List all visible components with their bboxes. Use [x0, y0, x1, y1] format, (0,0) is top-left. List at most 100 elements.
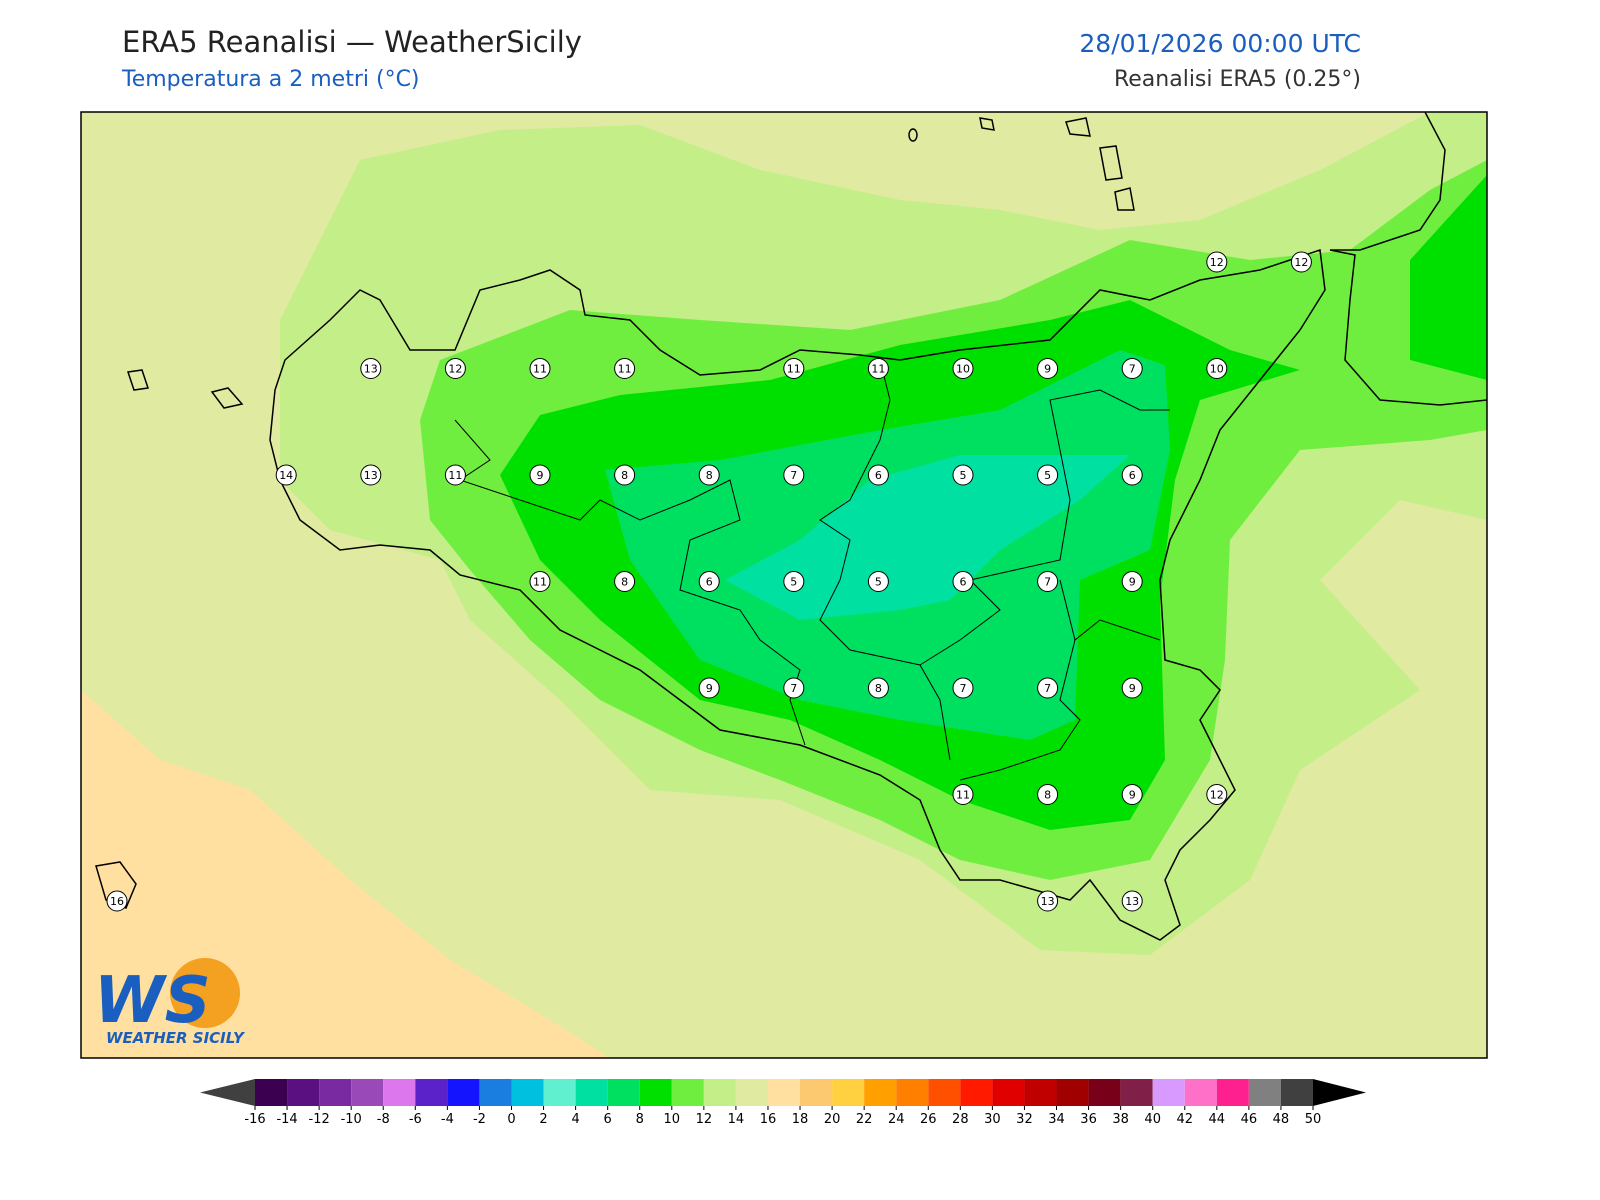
- station-value: 13: [364, 363, 378, 376]
- colorbar-tick-label: 14: [728, 1112, 745, 1127]
- station-value: 9: [706, 682, 713, 695]
- station-marker: [867, 571, 889, 592]
- station-marker: [783, 677, 805, 699]
- station-value: 5: [875, 576, 882, 589]
- colorbar-box: [479, 1079, 512, 1106]
- colorbar-box: [255, 1079, 288, 1106]
- station-value: 12: [448, 363, 462, 376]
- coastline: [95, 112, 1487, 941]
- station-value: 8: [621, 469, 628, 482]
- station-value: 13: [364, 469, 378, 482]
- colorbar-box: [415, 1079, 448, 1106]
- colorbar-tick-label: 38: [1112, 1112, 1129, 1127]
- colorbar-tick-label: 10: [664, 1112, 681, 1127]
- colorbar-tick-label: 26: [920, 1112, 937, 1127]
- station-marker: [867, 464, 889, 486]
- colorbar-box: [1152, 1079, 1185, 1106]
- colorbar-tick-label: 44: [1209, 1112, 1226, 1127]
- colorbar-over: [1313, 1079, 1366, 1106]
- colorbar-box: [767, 1079, 801, 1106]
- colorbar-under: [200, 1079, 255, 1106]
- colorbar-box: [575, 1079, 608, 1106]
- station-marker: [783, 571, 805, 592]
- station-marker: [1121, 784, 1143, 805]
- station-value: 14: [279, 469, 293, 482]
- station-value: 7: [960, 682, 967, 695]
- colorbar-tick-label: 40: [1144, 1112, 1161, 1127]
- station-marker: [698, 464, 720, 486]
- colorbar-tick-label: 4: [571, 1112, 579, 1127]
- station-marker: [444, 358, 466, 379]
- colorbar-tick-label: 28: [952, 1112, 969, 1127]
- colorbar-box: [543, 1079, 576, 1106]
- station-value: 7: [790, 469, 797, 482]
- colorbar-tick-label: -16: [244, 1112, 265, 1127]
- station-value: 8: [1044, 789, 1051, 802]
- colorbar-tick-label: -12: [309, 1112, 330, 1127]
- station-marker: [1037, 358, 1059, 379]
- station-value: 12: [1210, 256, 1224, 269]
- colorbar-tick-label: -6: [409, 1112, 422, 1127]
- station-value: 13: [1125, 895, 1139, 908]
- station-value: 8: [706, 469, 713, 482]
- station-value: 6: [706, 576, 713, 589]
- station-marker: [614, 464, 636, 486]
- station-value: 10: [956, 363, 970, 376]
- station-value: 5: [790, 576, 797, 589]
- colorbar-box: [928, 1079, 961, 1106]
- colorbar-box: [735, 1079, 768, 1106]
- station-value: 6: [960, 576, 967, 589]
- contour: [1410, 175, 1487, 380]
- station-value: 8: [875, 682, 882, 695]
- colorbar-tick-label: 24: [888, 1112, 905, 1127]
- colorbar-tick-label: 8: [636, 1112, 644, 1127]
- colorbar-box: [1280, 1079, 1313, 1106]
- colorbar-tick-label: 6: [604, 1112, 612, 1127]
- station-value: 5: [1044, 469, 1051, 482]
- station-marker: [529, 358, 551, 379]
- colorbar-box: [447, 1079, 480, 1106]
- station-marker: [952, 571, 974, 592]
- station-value: 9: [1129, 682, 1136, 695]
- contour: [725, 455, 1130, 620]
- station-value: 8: [621, 576, 628, 589]
- station-value: 7: [1129, 363, 1136, 376]
- station-value: 9: [1129, 789, 1136, 802]
- colorbar-box: [1056, 1079, 1089, 1106]
- colorbar-tick-label: 20: [824, 1112, 841, 1127]
- colorbar-box: [319, 1079, 352, 1106]
- title: ERA5 Reanalisi — WeatherSicily: [122, 25, 582, 59]
- station-marker: [1121, 464, 1143, 486]
- logo: WS WEATHER SICILY: [94, 958, 246, 1047]
- station-marker: [360, 358, 382, 379]
- station-value: 9: [1044, 363, 1051, 376]
- colorbar-box: [671, 1079, 704, 1106]
- station-value: 11: [448, 469, 462, 482]
- station-marker: [529, 464, 551, 486]
- colorbar-tick-label: 2: [539, 1112, 547, 1127]
- station-marker: [1037, 890, 1059, 912]
- station-marker: [529, 571, 551, 592]
- colorbar-tick-label: -14: [276, 1112, 297, 1127]
- station-marker: [867, 677, 889, 699]
- colorbar-tick-label: 36: [1080, 1112, 1097, 1127]
- station-marker: [1206, 251, 1228, 273]
- station-marker: [1206, 784, 1228, 805]
- station-marker: [360, 464, 382, 486]
- colorbar-box: [703, 1079, 736, 1106]
- logo-text: WS: [94, 964, 211, 1038]
- colorbar-box: [351, 1079, 384, 1106]
- logo-sun: [170, 958, 240, 1028]
- station-marker: [1206, 358, 1228, 379]
- colorbar-box: [383, 1079, 416, 1106]
- station-marker: [1037, 464, 1059, 486]
- station-value: 11: [871, 363, 885, 376]
- map-frame: [80, 111, 1488, 1059]
- station-marker: [614, 358, 636, 379]
- logo-caption: WEATHER SICILY: [106, 1029, 246, 1047]
- colorbar-box: [960, 1079, 993, 1106]
- source: Reanalisi ERA5 (0.25°): [1114, 67, 1361, 92]
- colorbar-tick-label: 18: [792, 1112, 809, 1127]
